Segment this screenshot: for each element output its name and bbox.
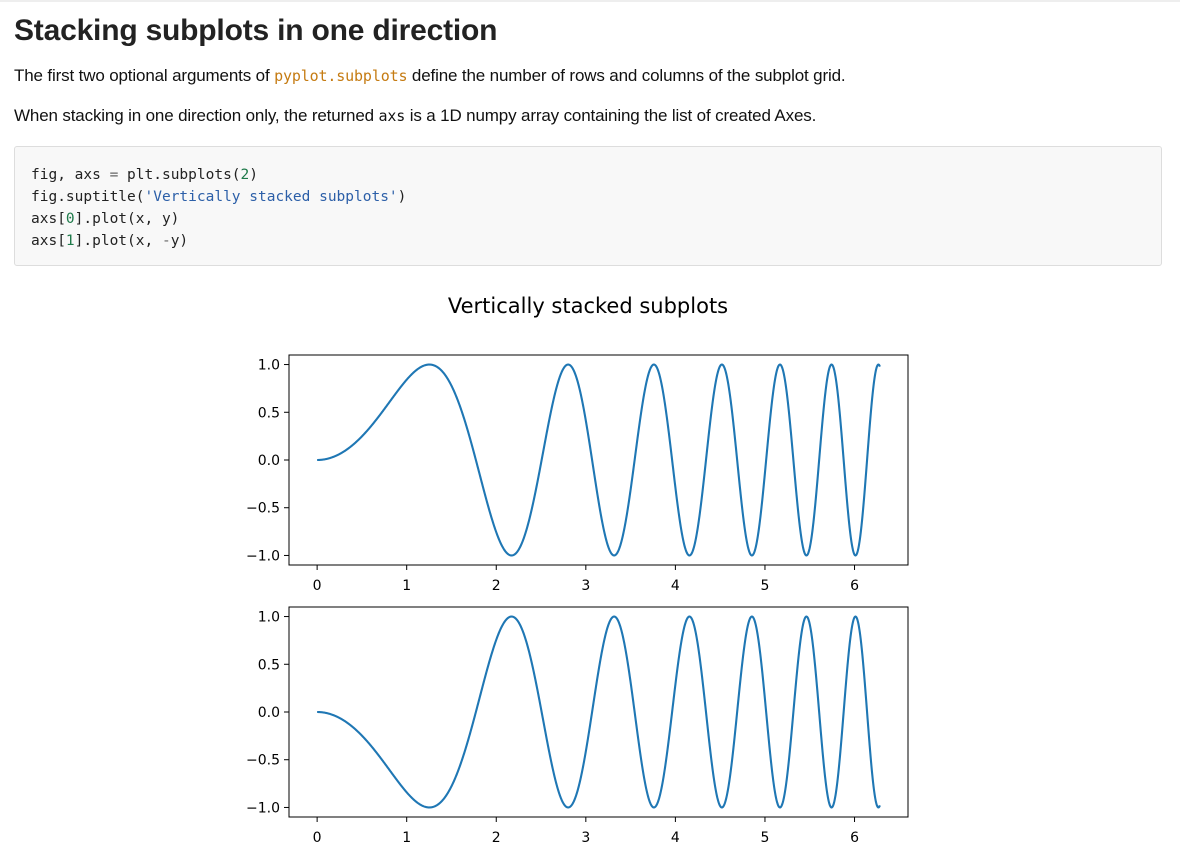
x-tick-label: 5 (761, 830, 770, 846)
x-tick-label: 1 (402, 578, 411, 594)
x-tick-label: 3 (581, 578, 590, 594)
page-title: Stacking subplots in one direction (14, 14, 498, 47)
description-text-after: is a 1D numpy array containing the list … (405, 106, 817, 125)
data-line (316, 363, 881, 557)
description-paragraph: When stacking in one direction only, the… (14, 105, 816, 127)
description-text-before: When stacking in one direction only, the… (14, 106, 379, 125)
axs-inline-code: axs (378, 107, 406, 125)
code-line: axs[1].plot(x, -y) (31, 233, 189, 249)
x-tick-label: 4 (671, 578, 680, 594)
intro-text-before: The first two optional arguments of (14, 66, 275, 85)
y-tick-label: 1.0 (258, 610, 280, 626)
x-tick-label: 0 (313, 578, 322, 594)
x-tick-label: 0 (313, 830, 322, 846)
y-tick-label: −1.0 (246, 548, 280, 564)
code-line: fig.suptitle('Vertically stacked subplot… (31, 189, 407, 205)
y-tick-label: 1.0 (258, 358, 280, 374)
figure-suptitle: Vertically stacked subplots (448, 294, 728, 318)
x-tick-label: 3 (581, 830, 590, 846)
code-block[interactable]: fig, axs = plt.subplots(2) fig.suptitle(… (14, 146, 1162, 266)
x-tick-label: 6 (850, 830, 859, 846)
y-tick-label: −1.0 (246, 800, 280, 816)
intro-text-after: define the number of rows and columns of… (407, 66, 846, 85)
data-line (316, 615, 881, 809)
y-tick-label: 0.5 (258, 405, 280, 421)
pyplot-subplots-link[interactable]: pyplot.subplots (274, 67, 408, 85)
x-tick-label: 6 (850, 578, 859, 594)
x-tick-label: 5 (761, 578, 770, 594)
x-tick-label: 1 (402, 830, 411, 846)
top-divider (0, 0, 1180, 2)
code-line: fig, axs = plt.subplots(2) (31, 167, 258, 183)
x-tick-label: 2 (492, 830, 501, 846)
y-tick-label: −0.5 (246, 753, 280, 769)
axes-frame (288, 354, 909, 566)
code-line: axs[0].plot(x, y) (31, 211, 180, 227)
x-tick-label: 2 (492, 578, 501, 594)
axes-frame (288, 606, 909, 818)
intro-paragraph: The first two optional arguments of pypl… (14, 65, 846, 87)
subplot-top: 1.0 0.5 0.0 −0.5 −1.0 0 1 2 3 4 5 6 (246, 354, 909, 594)
y-tick-label: −0.5 (246, 501, 280, 517)
y-tick-label: 0.0 (258, 453, 280, 469)
subplot-bottom: 1.0 0.5 0.0 −0.5 −1.0 0 1 2 3 4 5 6 (246, 606, 909, 846)
y-tick-label: 0.5 (258, 657, 280, 673)
x-tick-label: 4 (671, 830, 680, 846)
y-tick-label: 0.0 (258, 705, 280, 721)
